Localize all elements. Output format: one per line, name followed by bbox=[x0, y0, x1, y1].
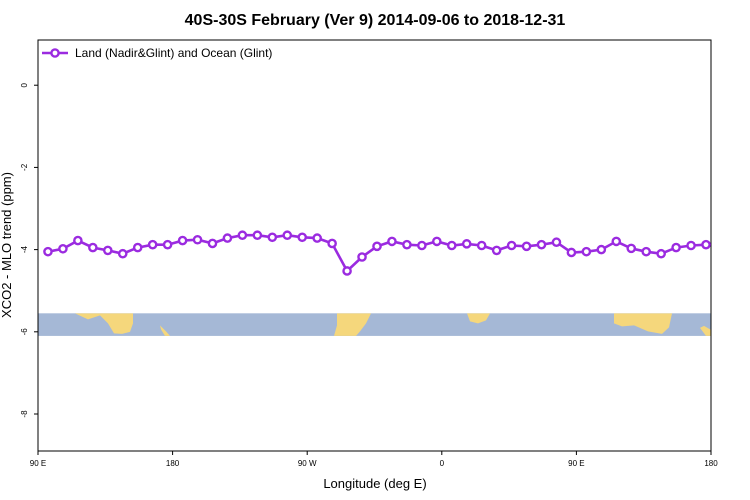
map-ocean bbox=[38, 313, 711, 336]
data-point bbox=[267, 232, 278, 243]
data-point bbox=[237, 230, 248, 241]
data-point bbox=[162, 239, 173, 250]
y-tick-label: -8 bbox=[20, 410, 29, 418]
data-point bbox=[686, 240, 696, 251]
data-point bbox=[551, 237, 562, 248]
data-point bbox=[207, 238, 218, 249]
data-point bbox=[566, 247, 577, 258]
plot-frame bbox=[37, 39, 712, 452]
legend-marker bbox=[50, 48, 60, 58]
data-point bbox=[611, 236, 622, 247]
chart-title: 40S-30S February (Ver 9) 2014-09-06 to 2… bbox=[185, 12, 566, 29]
map-land-1 bbox=[75, 313, 133, 334]
data-point bbox=[402, 239, 412, 250]
x-tick-label: 180 bbox=[166, 459, 180, 468]
map-land-5 bbox=[614, 313, 672, 334]
data-point bbox=[417, 240, 427, 251]
data-point bbox=[387, 236, 397, 247]
y-tick-label: 0 bbox=[20, 82, 29, 87]
map-land-4 bbox=[467, 313, 490, 324]
data-point bbox=[536, 239, 547, 250]
data-point bbox=[147, 239, 158, 250]
data-point bbox=[282, 230, 293, 241]
data-point bbox=[491, 245, 502, 256]
data-point bbox=[73, 235, 83, 246]
series-line bbox=[47, 233, 707, 274]
data-point bbox=[656, 248, 666, 259]
data-point bbox=[102, 245, 113, 256]
map-land-2 bbox=[160, 325, 170, 336]
map-land-6 bbox=[700, 325, 711, 336]
x-tick-label: 180 bbox=[704, 459, 718, 468]
data-point bbox=[461, 239, 472, 249]
data-point bbox=[58, 243, 68, 254]
x-axis-label: Longitude (deg E) bbox=[323, 476, 426, 491]
data-point bbox=[626, 243, 637, 254]
data-point bbox=[252, 230, 263, 241]
plot-area: 0 -2 -4 -6 -8 90 E 180 90 W 0 90 E 180 Land (Nadir&… bbox=[20, 39, 718, 468]
data-point bbox=[342, 266, 352, 276]
data-point bbox=[117, 248, 128, 259]
data-point bbox=[641, 246, 651, 257]
data-point bbox=[327, 238, 337, 249]
data-point bbox=[222, 233, 233, 243]
data-point bbox=[357, 252, 367, 262]
y-tick-label: -4 bbox=[20, 246, 29, 254]
data-point bbox=[432, 236, 442, 247]
data-point bbox=[701, 239, 711, 250]
data-point bbox=[312, 233, 322, 243]
data-point bbox=[297, 232, 308, 243]
data-point bbox=[43, 246, 53, 257]
legend-label: Land (Nadir&Glint) and Ocean (Glint) bbox=[75, 46, 272, 60]
data-point bbox=[446, 240, 457, 251]
map-land-3 bbox=[334, 313, 371, 336]
x-tick-label: 0 bbox=[440, 459, 445, 468]
map-band bbox=[38, 313, 711, 336]
x-tick-label: 90 W bbox=[298, 459, 317, 468]
data-point bbox=[671, 242, 681, 253]
y-axis-label: XCO2 - MLO trend (ppm) bbox=[0, 172, 14, 318]
data-point bbox=[581, 246, 592, 257]
data-point bbox=[192, 234, 203, 245]
data-point bbox=[506, 240, 517, 251]
data-point bbox=[372, 241, 382, 252]
data-point bbox=[596, 244, 607, 255]
data-point bbox=[88, 242, 98, 253]
x-tick-label: 90 E bbox=[30, 459, 46, 468]
y-tick-label: -2 bbox=[20, 163, 29, 171]
data-point bbox=[476, 240, 487, 251]
data-point bbox=[521, 241, 532, 252]
data-point bbox=[177, 235, 188, 246]
data-point bbox=[132, 242, 143, 253]
x-tick-label: 90 E bbox=[568, 459, 584, 468]
y-tick-label: -6 bbox=[20, 328, 29, 336]
